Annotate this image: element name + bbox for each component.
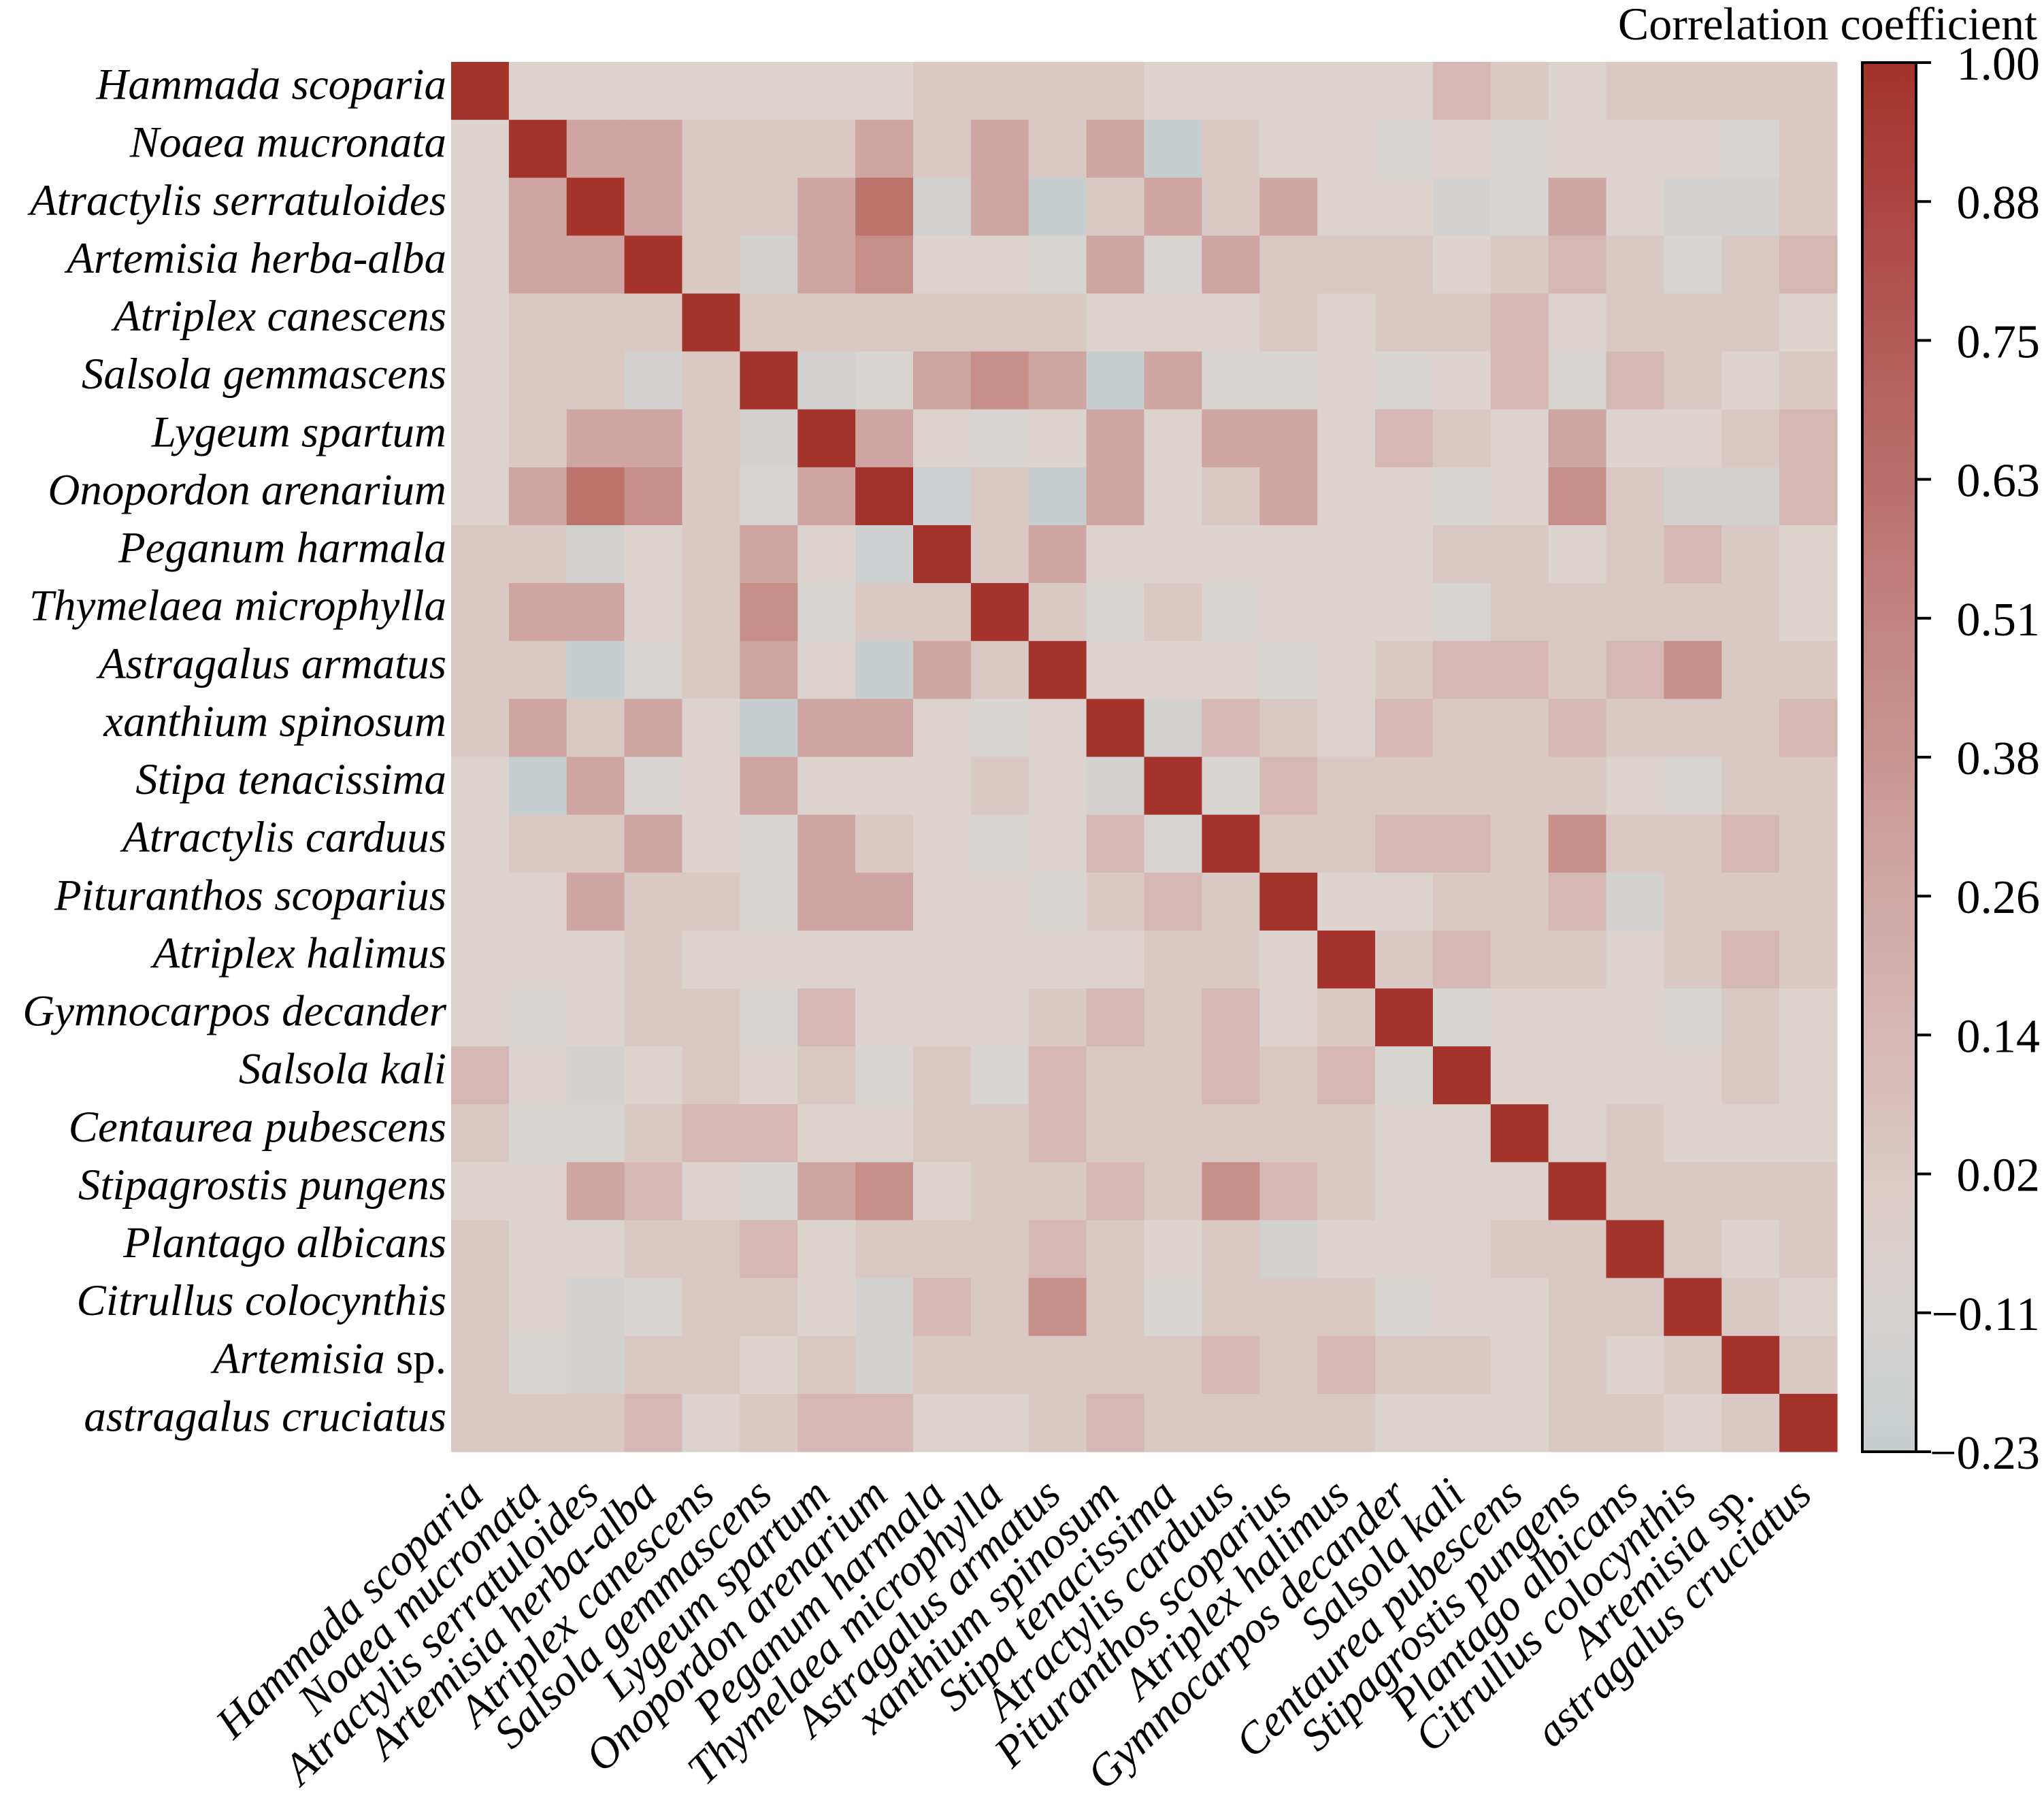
svg-text:Atriplex halimus: Atriplex halimus <box>150 929 446 978</box>
svg-text:Atriplex canescens: Atriplex canescens <box>111 292 446 341</box>
svg-text:Citrullus colocynthis: Citrullus colocynthis <box>77 1276 446 1325</box>
svg-text:0.26: 0.26 <box>1957 871 2041 924</box>
svg-text:Stipa tenacissima: Stipa tenacissima <box>135 755 446 804</box>
svg-text:0.51: 0.51 <box>1957 594 2041 646</box>
svg-text:Salsola gemmascens: Salsola gemmascens <box>82 350 446 399</box>
svg-text:0.75: 0.75 <box>1957 316 2041 368</box>
svg-text:0.88: 0.88 <box>1957 177 2041 229</box>
svg-text:Correlation coefficient: Correlation coefficient <box>1618 0 2037 50</box>
svg-text:0.02: 0.02 <box>1957 1150 2041 1202</box>
svg-text:Pituranthos scoparius: Pituranthos scoparius <box>54 871 446 920</box>
svg-text:Artemisia sp.: Artemisia sp. <box>210 1334 446 1383</box>
svg-text:Thymelaea microphylla: Thymelaea microphylla <box>29 582 446 631</box>
svg-text:Centaurea pubescens: Centaurea pubescens <box>69 1103 446 1152</box>
svg-text:Hammada scoparia: Hammada scoparia <box>95 61 446 110</box>
svg-text:Lygeum spartum: Lygeum spartum <box>151 407 446 456</box>
svg-text:Salsola kali: Salsola kali <box>239 1045 446 1094</box>
svg-text:0.63: 0.63 <box>1957 455 2041 507</box>
svg-text:0.14: 0.14 <box>1957 1010 2041 1063</box>
svg-text:−0.23: −0.23 <box>1930 1427 2040 1480</box>
svg-text:xanthium spinosum: xanthium spinosum <box>103 697 446 746</box>
svg-text:0.38: 0.38 <box>1957 733 2041 785</box>
svg-text:Stipagrostis pungens: Stipagrostis pungens <box>78 1161 446 1210</box>
svg-text:Plantago albicans: Plantago albicans <box>122 1218 446 1267</box>
svg-text:Astragalus armatus: Astragalus armatus <box>96 639 446 688</box>
svg-text:Artemisia herba-alba: Artemisia herba-alba <box>64 234 446 283</box>
svg-text:Gymnocarpos decander: Gymnocarpos decander <box>22 987 446 1036</box>
svg-text:Atractylis carduus: Atractylis carduus <box>120 813 446 862</box>
svg-text:Peganum harmala: Peganum harmala <box>118 524 446 573</box>
svg-text:Atractylis serratuloides: Atractylis serratuloides <box>27 176 446 225</box>
svg-text:astragalus cruciatus: astragalus cruciatus <box>84 1392 446 1441</box>
svg-text:1.00: 1.00 <box>1957 38 2041 90</box>
svg-text:Noaea mucronata: Noaea mucronata <box>129 118 446 167</box>
svg-text:−0.11: −0.11 <box>1932 1288 2040 1341</box>
svg-text:Onopordon arenarium: Onopordon arenarium <box>48 465 446 514</box>
